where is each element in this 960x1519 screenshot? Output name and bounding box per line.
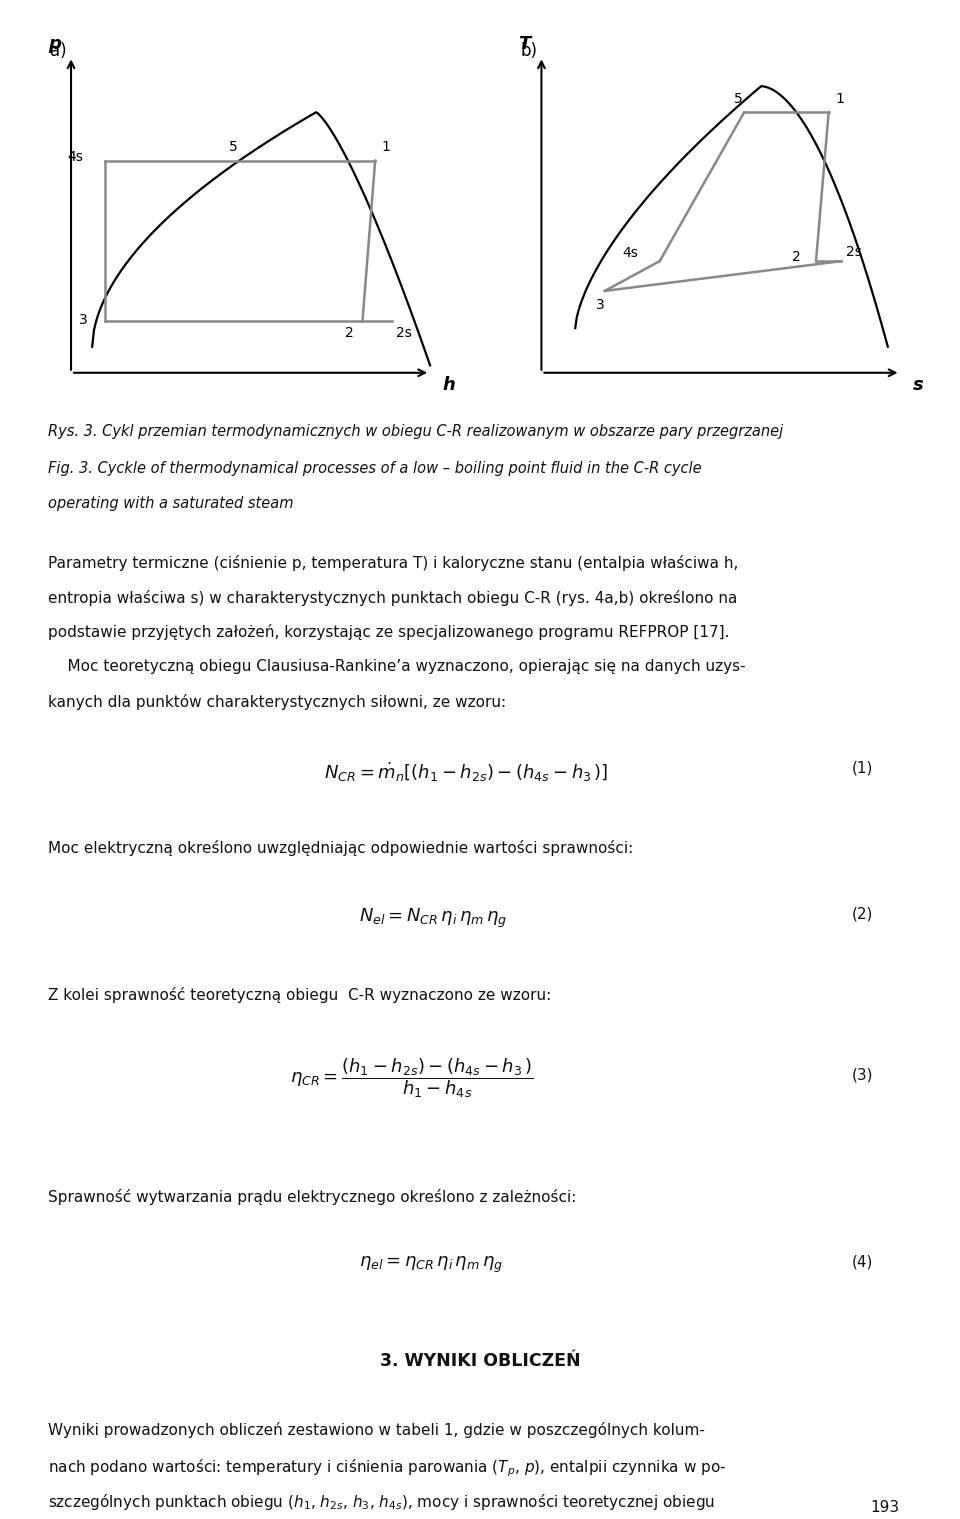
- Text: 3: 3: [80, 313, 88, 328]
- Text: $\eta_{CR} = \dfrac{(h_1 - h_{2s}) - (h_{4s} - h_3\,)}{h_1 - h_{4s}}$: $\eta_{CR} = \dfrac{(h_1 - h_{2s}) - (h_…: [290, 1056, 534, 1100]
- Text: a): a): [50, 41, 66, 59]
- Text: 5: 5: [733, 93, 742, 106]
- Text: (1): (1): [852, 761, 873, 775]
- Text: s: s: [913, 377, 924, 395]
- Text: (3): (3): [852, 1068, 873, 1083]
- Text: 5: 5: [229, 140, 238, 155]
- Text: 193: 193: [870, 1499, 900, 1514]
- Text: Moc elektryczną określono uwzględniając odpowiednie wartości sprawności:: Moc elektryczną określono uwzględniając …: [48, 840, 634, 857]
- Text: kanych dla punktów charakterystycznych siłowni, ze wzoru:: kanych dla punktów charakterystycznych s…: [48, 694, 506, 709]
- Text: $\eta_{el} = \eta_{CR}\,\eta_i\,\eta_m\,\eta_g$: $\eta_{el} = \eta_{CR}\,\eta_i\,\eta_m\,…: [359, 1255, 503, 1274]
- Text: entropia właściwa s) w charakterystycznych punktach obiegu C-R (rys. 4a,b) okreś: entropia właściwa s) w charakterystyczny…: [48, 589, 737, 606]
- Text: 2s: 2s: [396, 327, 412, 340]
- Text: Rys. 3. Cykl przemian termodynamicznych w obiegu C-R realizowanym w obszarze par: Rys. 3. Cykl przemian termodynamicznych …: [48, 424, 783, 439]
- Text: 4s: 4s: [67, 150, 84, 164]
- Text: $N_{el} = N_{CR}\,\eta_i\,\eta_m\,\eta_g$: $N_{el} = N_{CR}\,\eta_i\,\eta_m\,\eta_g…: [359, 907, 507, 930]
- Text: Parametry termiczne (ciśnienie p, temperatura T) i kaloryczne stanu (entalpia wł: Parametry termiczne (ciśnienie p, temper…: [48, 554, 738, 571]
- Text: 3. WYNIKI OBLICZEŃ: 3. WYNIKI OBLICZEŃ: [380, 1352, 580, 1370]
- Text: b): b): [520, 41, 538, 59]
- Text: 2: 2: [346, 327, 354, 340]
- Text: $N_{CR} = \dot{m}_n [(h_1 - h_{2s}) - (h_{4s} - h_3\, )]$: $N_{CR} = \dot{m}_n [(h_1 - h_{2s}) - (h…: [324, 761, 609, 784]
- Text: nach podano wartości: temperatury i ciśnienia parowania ($T_p$, $p$), entalpii c: nach podano wartości: temperatury i ciśn…: [48, 1457, 726, 1478]
- Text: Sprawność wytwarzania prądu elektrycznego określono z zależności:: Sprawność wytwarzania prądu elektryczneg…: [48, 1189, 576, 1205]
- Text: 4s: 4s: [622, 246, 638, 260]
- Text: Fig. 3. Cyckle of thermodynamical processes of a low – boiling point fluid in th: Fig. 3. Cyckle of thermodynamical proces…: [48, 460, 702, 475]
- Text: 2: 2: [792, 251, 802, 264]
- Text: p: p: [48, 35, 60, 53]
- Text: szczególnych punktach obiegu ($h_1$, $h_{2s}$, $h_3$, $h_{4s}$), mocy i sprawnoś: szczególnych punktach obiegu ($h_1$, $h_…: [48, 1492, 715, 1511]
- Text: (4): (4): [852, 1255, 873, 1270]
- Text: 2s: 2s: [846, 245, 861, 258]
- Text: Z kolei sprawność teoretyczną obiegu  C-R wyznaczono ze wzoru:: Z kolei sprawność teoretyczną obiegu C-R…: [48, 987, 551, 1003]
- Text: Moc teoretyczną obiegu Clausiusa-Rankine’a wyznaczono, opierając się na danych u: Moc teoretyczną obiegu Clausiusa-Rankine…: [48, 659, 746, 674]
- Text: operating with a saturated steam: operating with a saturated steam: [48, 495, 294, 510]
- Text: 1: 1: [835, 93, 844, 106]
- Text: podstawie przyjętych założeń, korzystając ze specjalizowanego programu REFPROP [: podstawie przyjętych założeń, korzystają…: [48, 624, 730, 641]
- Text: (2): (2): [852, 907, 873, 922]
- Text: Wyniki prowadzonych obliczeń zestawiono w tabeli 1, gdzie w poszczególnych kolum: Wyniki prowadzonych obliczeń zestawiono …: [48, 1422, 705, 1438]
- Text: h: h: [443, 377, 456, 395]
- Text: 3: 3: [596, 299, 605, 313]
- Text: T: T: [518, 35, 531, 53]
- Text: 1: 1: [381, 140, 391, 155]
